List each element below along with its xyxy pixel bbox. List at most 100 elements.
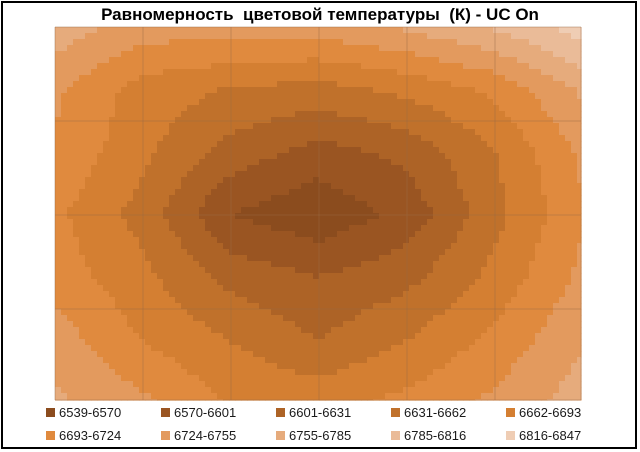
contour-cell (109, 159, 116, 166)
contour-cell (211, 45, 218, 52)
contour-cell (169, 225, 176, 232)
contour-cell (415, 159, 422, 166)
contour-cell (223, 159, 230, 166)
contour-cell (175, 147, 182, 154)
contour-cell (547, 141, 554, 148)
contour-cell (577, 327, 582, 334)
contour-cell (499, 69, 506, 76)
contour-cell (181, 63, 188, 70)
contour-cell (265, 171, 272, 178)
contour-cell (139, 213, 146, 220)
contour-cell (97, 255, 104, 262)
contour-cell (289, 303, 296, 310)
contour-cell (517, 63, 524, 70)
contour-cell (193, 135, 200, 142)
contour-cell (145, 231, 152, 238)
contour-cell (211, 345, 218, 352)
contour-cell (169, 249, 176, 256)
contour-cell (295, 285, 302, 292)
contour-cell (415, 153, 422, 160)
contour-cell (409, 87, 416, 94)
contour-cell (151, 159, 158, 166)
contour-cell (157, 87, 164, 94)
contour-cell (67, 27, 74, 34)
contour-cell (325, 213, 332, 220)
contour-cell (187, 81, 194, 88)
contour-cell (301, 171, 308, 178)
contour-cell (97, 81, 104, 88)
contour-cell (169, 327, 176, 334)
contour-cell (277, 225, 284, 232)
contour-cell (223, 195, 230, 202)
contour-cell (385, 267, 392, 274)
contour-cell (199, 213, 206, 220)
contour-cell (493, 159, 500, 166)
contour-cell (223, 117, 230, 124)
contour-cell (211, 189, 218, 196)
contour-cell (427, 225, 434, 232)
contour-cell (259, 183, 266, 190)
contour-cell (265, 147, 272, 154)
contour-cell (565, 111, 572, 118)
contour-cell (283, 27, 290, 34)
contour-cell (163, 63, 170, 70)
contour-cell (133, 351, 140, 358)
contour-cell (535, 249, 542, 256)
contour-cell (163, 339, 170, 346)
contour-cell (481, 147, 488, 154)
contour-cell (331, 291, 338, 298)
contour-cell (325, 345, 332, 352)
contour-cell (265, 183, 272, 190)
contour-cell (241, 75, 248, 82)
contour-cell (133, 33, 140, 40)
contour-cell (445, 339, 452, 346)
contour-cell (289, 57, 296, 64)
contour-cell (361, 159, 368, 166)
contour-cell (247, 291, 254, 298)
contour-cell (259, 165, 266, 172)
contour-cell (487, 219, 494, 226)
contour-cell (85, 189, 92, 196)
contour-cell (535, 129, 542, 136)
contour-cell (517, 81, 524, 88)
contour-cell (487, 177, 494, 184)
contour-cell (367, 111, 374, 118)
contour-cell (409, 153, 416, 160)
contour-cell (97, 285, 104, 292)
contour-cell (175, 255, 182, 262)
contour-cell (475, 39, 482, 46)
contour-cell (403, 207, 410, 214)
contour-cell (475, 261, 482, 268)
contour-cell (397, 213, 404, 220)
contour-cell (439, 321, 446, 328)
contour-cell (247, 129, 254, 136)
contour-cell (193, 291, 200, 298)
contour-cell (109, 237, 116, 244)
contour-cell (55, 363, 62, 370)
contour-cell (217, 303, 224, 310)
contour-cell (415, 39, 422, 46)
contour-cell (415, 99, 422, 106)
contour-cell (193, 303, 200, 310)
contour-cell (361, 339, 368, 346)
contour-cell (271, 291, 278, 298)
contour-cell (103, 93, 110, 100)
contour-cell (139, 363, 146, 370)
contour-cell (559, 81, 566, 88)
contour-cell (187, 27, 194, 34)
contour-cell (73, 87, 80, 94)
contour-cell (325, 51, 332, 58)
contour-cell (325, 279, 332, 286)
contour-cell (235, 333, 242, 340)
contour-cell (163, 315, 170, 322)
contour-cell (181, 147, 188, 154)
contour-cell (145, 267, 152, 274)
contour-cell (139, 153, 146, 160)
contour-cell (313, 219, 320, 226)
contour-cell (511, 321, 518, 328)
contour-cell (571, 333, 578, 340)
contour-cell (469, 225, 476, 232)
contour-cell (265, 93, 272, 100)
contour-cell (343, 147, 350, 154)
contour-cell (247, 357, 254, 364)
